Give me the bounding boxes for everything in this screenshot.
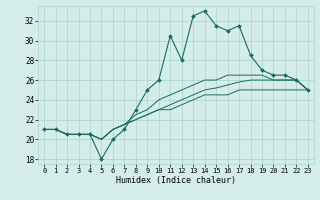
X-axis label: Humidex (Indice chaleur): Humidex (Indice chaleur) — [116, 176, 236, 185]
